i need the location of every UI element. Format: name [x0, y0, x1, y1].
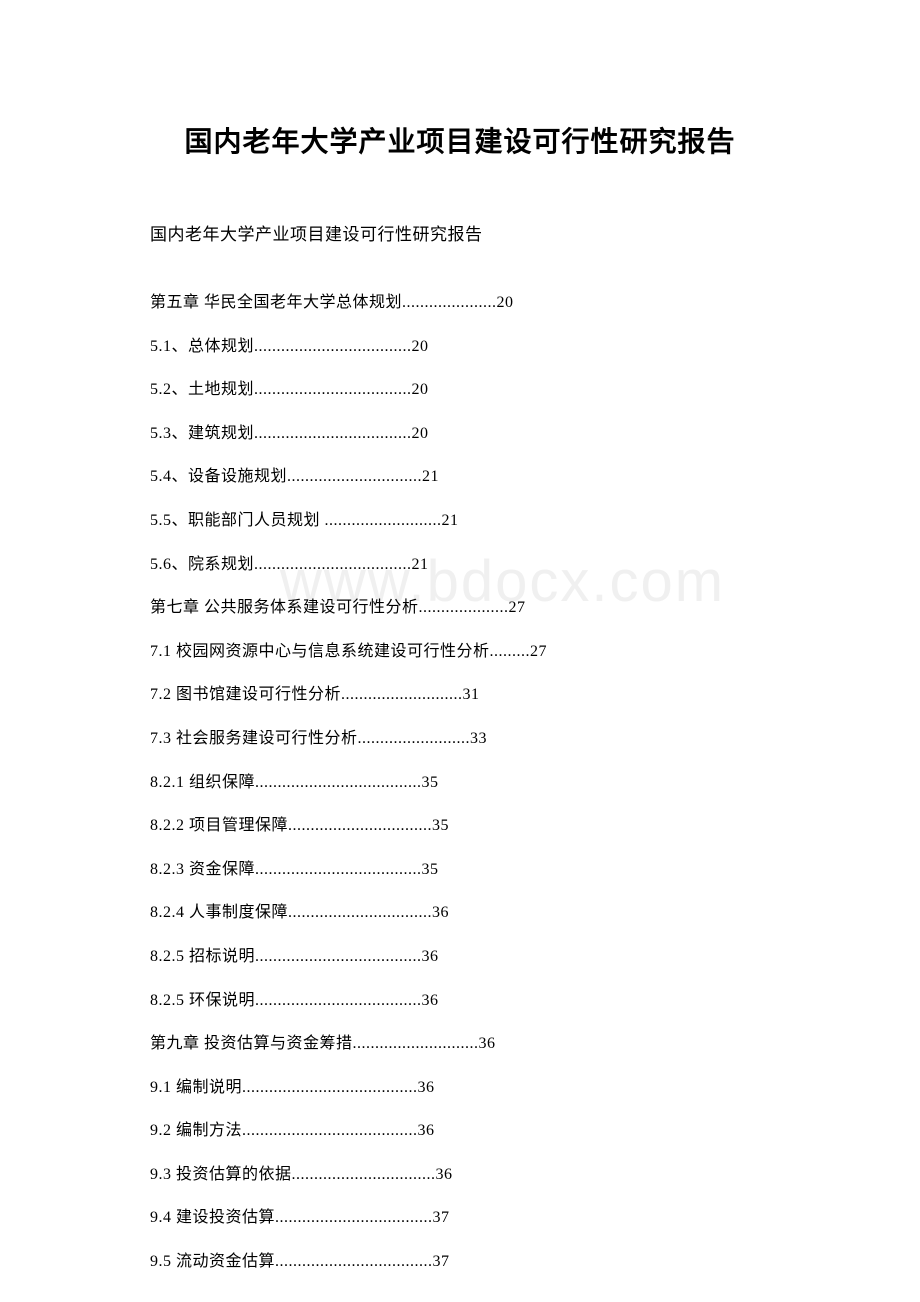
toc-entry: 9.2 编制方法................................…	[150, 1118, 770, 1144]
toc-entry-text: 8.2.4 人事制度保障	[150, 904, 288, 921]
toc-entry-page: 21	[442, 512, 459, 529]
toc-entry-page: 37	[433, 1253, 450, 1270]
toc-entry-dots: ..............................	[287, 468, 422, 485]
document-subtitle: 国内老年大学产业项目建设可行性研究报告	[150, 220, 770, 245]
toc-entry-page: 36	[479, 1035, 496, 1052]
toc-entry-dots: ...................................	[254, 425, 412, 442]
toc-entry: 8.2.5 环保说明..............................…	[150, 988, 770, 1014]
toc-entry: 7.3 社会服务建设可行性分析.........................…	[150, 726, 770, 752]
toc-entry-text: 7.3 社会服务建设可行性分析	[150, 730, 358, 747]
toc-entry-page: 36	[432, 904, 449, 921]
toc-entry: 8.2.1 组织保障..............................…	[150, 770, 770, 796]
toc-entry-dots: ....................	[419, 599, 509, 616]
toc-entry-text: 8.2.1 组织保障	[150, 774, 255, 791]
toc-entry-page: 31	[463, 686, 480, 703]
toc-entry-dots: ................................	[288, 817, 432, 834]
toc-entry-text: 第九章 投资估算与资金筹措	[150, 1035, 353, 1052]
toc-entry: 9.4 建设投资估算..............................…	[150, 1205, 770, 1231]
toc-entry: 第五章 华民全国老年大学总体规划.....................20	[150, 290, 770, 316]
toc-entry-dots: ...................................	[254, 338, 412, 355]
toc-entry-text: 5.4、设备设施规划	[150, 468, 287, 485]
toc-entry-page: 36	[436, 1166, 453, 1183]
toc-entry-text: 7.1 校园网资源中心与信息系统建设可行性分析	[150, 643, 490, 660]
toc-entry-dots: ...........................	[341, 686, 463, 703]
toc-entry-dots: .........................	[358, 730, 471, 747]
toc-entry: 5.3、建筑规划................................…	[150, 421, 770, 447]
toc-entry-page: 21	[412, 556, 429, 573]
toc-entry-page: 36	[418, 1122, 435, 1139]
toc-entry-page: 35	[432, 817, 449, 834]
toc-entry-text: 9.3 投资估算的依据	[150, 1166, 292, 1183]
toc-entry-dots: .......................................	[242, 1122, 418, 1139]
toc-entry-page: 27	[530, 643, 547, 660]
table-of-contents: 第五章 华民全国老年大学总体规划.....................20 …	[150, 290, 770, 1275]
toc-entry-text: 5.2、土地规划	[150, 381, 254, 398]
toc-entry-text: 9.5 流动资金估算	[150, 1253, 275, 1270]
toc-entry-dots: .........	[490, 643, 531, 660]
toc-entry-text: 5.3、建筑规划	[150, 425, 254, 442]
toc-entry: 5.4、设备设施规划..............................…	[150, 464, 770, 490]
toc-entry-dots: .....................................	[255, 861, 422, 878]
toc-entry-text: 8.2.2 项目管理保障	[150, 817, 288, 834]
toc-entry-dots: ................................	[292, 1166, 436, 1183]
toc-entry-page: 35	[422, 861, 439, 878]
toc-entry: 8.2.5 招标说明..............................…	[150, 944, 770, 970]
toc-entry-page: 20	[497, 294, 514, 311]
toc-entry: 8.2.4 人事制度保障............................…	[150, 900, 770, 926]
toc-entry-page: 20	[412, 381, 429, 398]
toc-entry-text: 8.2.5 招标说明	[150, 948, 255, 965]
toc-entry-text: 5.5、职能部门人员规划	[150, 512, 325, 529]
toc-entry: 9.3 投资估算的依据.............................…	[150, 1162, 770, 1188]
document-content: 国内老年大学产业项目建设可行性研究报告 国内老年大学产业项目建设可行性研究报告 …	[150, 120, 770, 1275]
document-title: 国内老年大学产业项目建设可行性研究报告	[150, 120, 770, 160]
toc-entry: 7.2 图书馆建设可行性分析..........................…	[150, 682, 770, 708]
toc-entry-text: 9.1 编制说明	[150, 1079, 242, 1096]
toc-entry-dots: .....................................	[255, 992, 422, 1009]
toc-entry-dots: ................................	[288, 904, 432, 921]
toc-entry-text: 9.4 建设投资估算	[150, 1209, 275, 1226]
toc-entry-text: 第五章 华民全国老年大学总体规划	[150, 294, 402, 311]
toc-entry-dots: .....................................	[255, 774, 422, 791]
toc-entry: 8.2.2 项目管理保障............................…	[150, 813, 770, 839]
toc-entry-dots: ...................................	[275, 1253, 433, 1270]
toc-entry-page: 20	[412, 338, 429, 355]
toc-entry: 5.1、总体规划................................…	[150, 334, 770, 360]
toc-entry-page: 21	[422, 468, 439, 485]
toc-entry-dots: ...................................	[254, 556, 412, 573]
toc-entry-page: 27	[509, 599, 526, 616]
toc-entry-page: 35	[422, 774, 439, 791]
toc-entry: 9.1 编制说明................................…	[150, 1075, 770, 1101]
toc-entry-dots: .......................................	[242, 1079, 418, 1096]
toc-entry-page: 36	[418, 1079, 435, 1096]
toc-entry-text: 8.2.5 环保说明	[150, 992, 255, 1009]
toc-entry-text: 7.2 图书馆建设可行性分析	[150, 686, 341, 703]
toc-entry-text: 第七章 公共服务体系建设可行性分析	[150, 599, 419, 616]
toc-entry-page: 20	[412, 425, 429, 442]
toc-entry-text: 8.2.3 资金保障	[150, 861, 255, 878]
toc-entry-page: 36	[422, 992, 439, 1009]
toc-entry-page: 37	[433, 1209, 450, 1226]
toc-entry-dots: .....................	[402, 294, 497, 311]
toc-entry: 5.5、职能部门人员规划 ..........................2…	[150, 508, 770, 534]
toc-entry: 9.5 流动资金估算..............................…	[150, 1249, 770, 1275]
toc-entry-text: 9.2 编制方法	[150, 1122, 242, 1139]
toc-entry-page: 33	[470, 730, 487, 747]
toc-entry-dots: ...................................	[275, 1209, 433, 1226]
toc-entry: 8.2.3 资金保障..............................…	[150, 857, 770, 883]
toc-entry-page: 36	[422, 948, 439, 965]
toc-entry: 5.6、院系规划................................…	[150, 552, 770, 578]
toc-entry: 7.1 校园网资源中心与信息系统建设可行性分析.........27	[150, 639, 770, 665]
toc-entry-dots: .....................................	[255, 948, 422, 965]
toc-entry: 第七章 公共服务体系建设可行性分析....................27	[150, 595, 770, 621]
toc-entry-text: 5.1、总体规划	[150, 338, 254, 355]
toc-entry: 5.2、土地规划................................…	[150, 377, 770, 403]
toc-entry: 第九章 投资估算与资金筹措...........................…	[150, 1031, 770, 1057]
toc-entry-dots: ...................................	[254, 381, 412, 398]
toc-entry-dots: ..........................	[325, 512, 442, 529]
toc-entry-text: 5.6、院系规划	[150, 556, 254, 573]
toc-entry-dots: ............................	[353, 1035, 479, 1052]
